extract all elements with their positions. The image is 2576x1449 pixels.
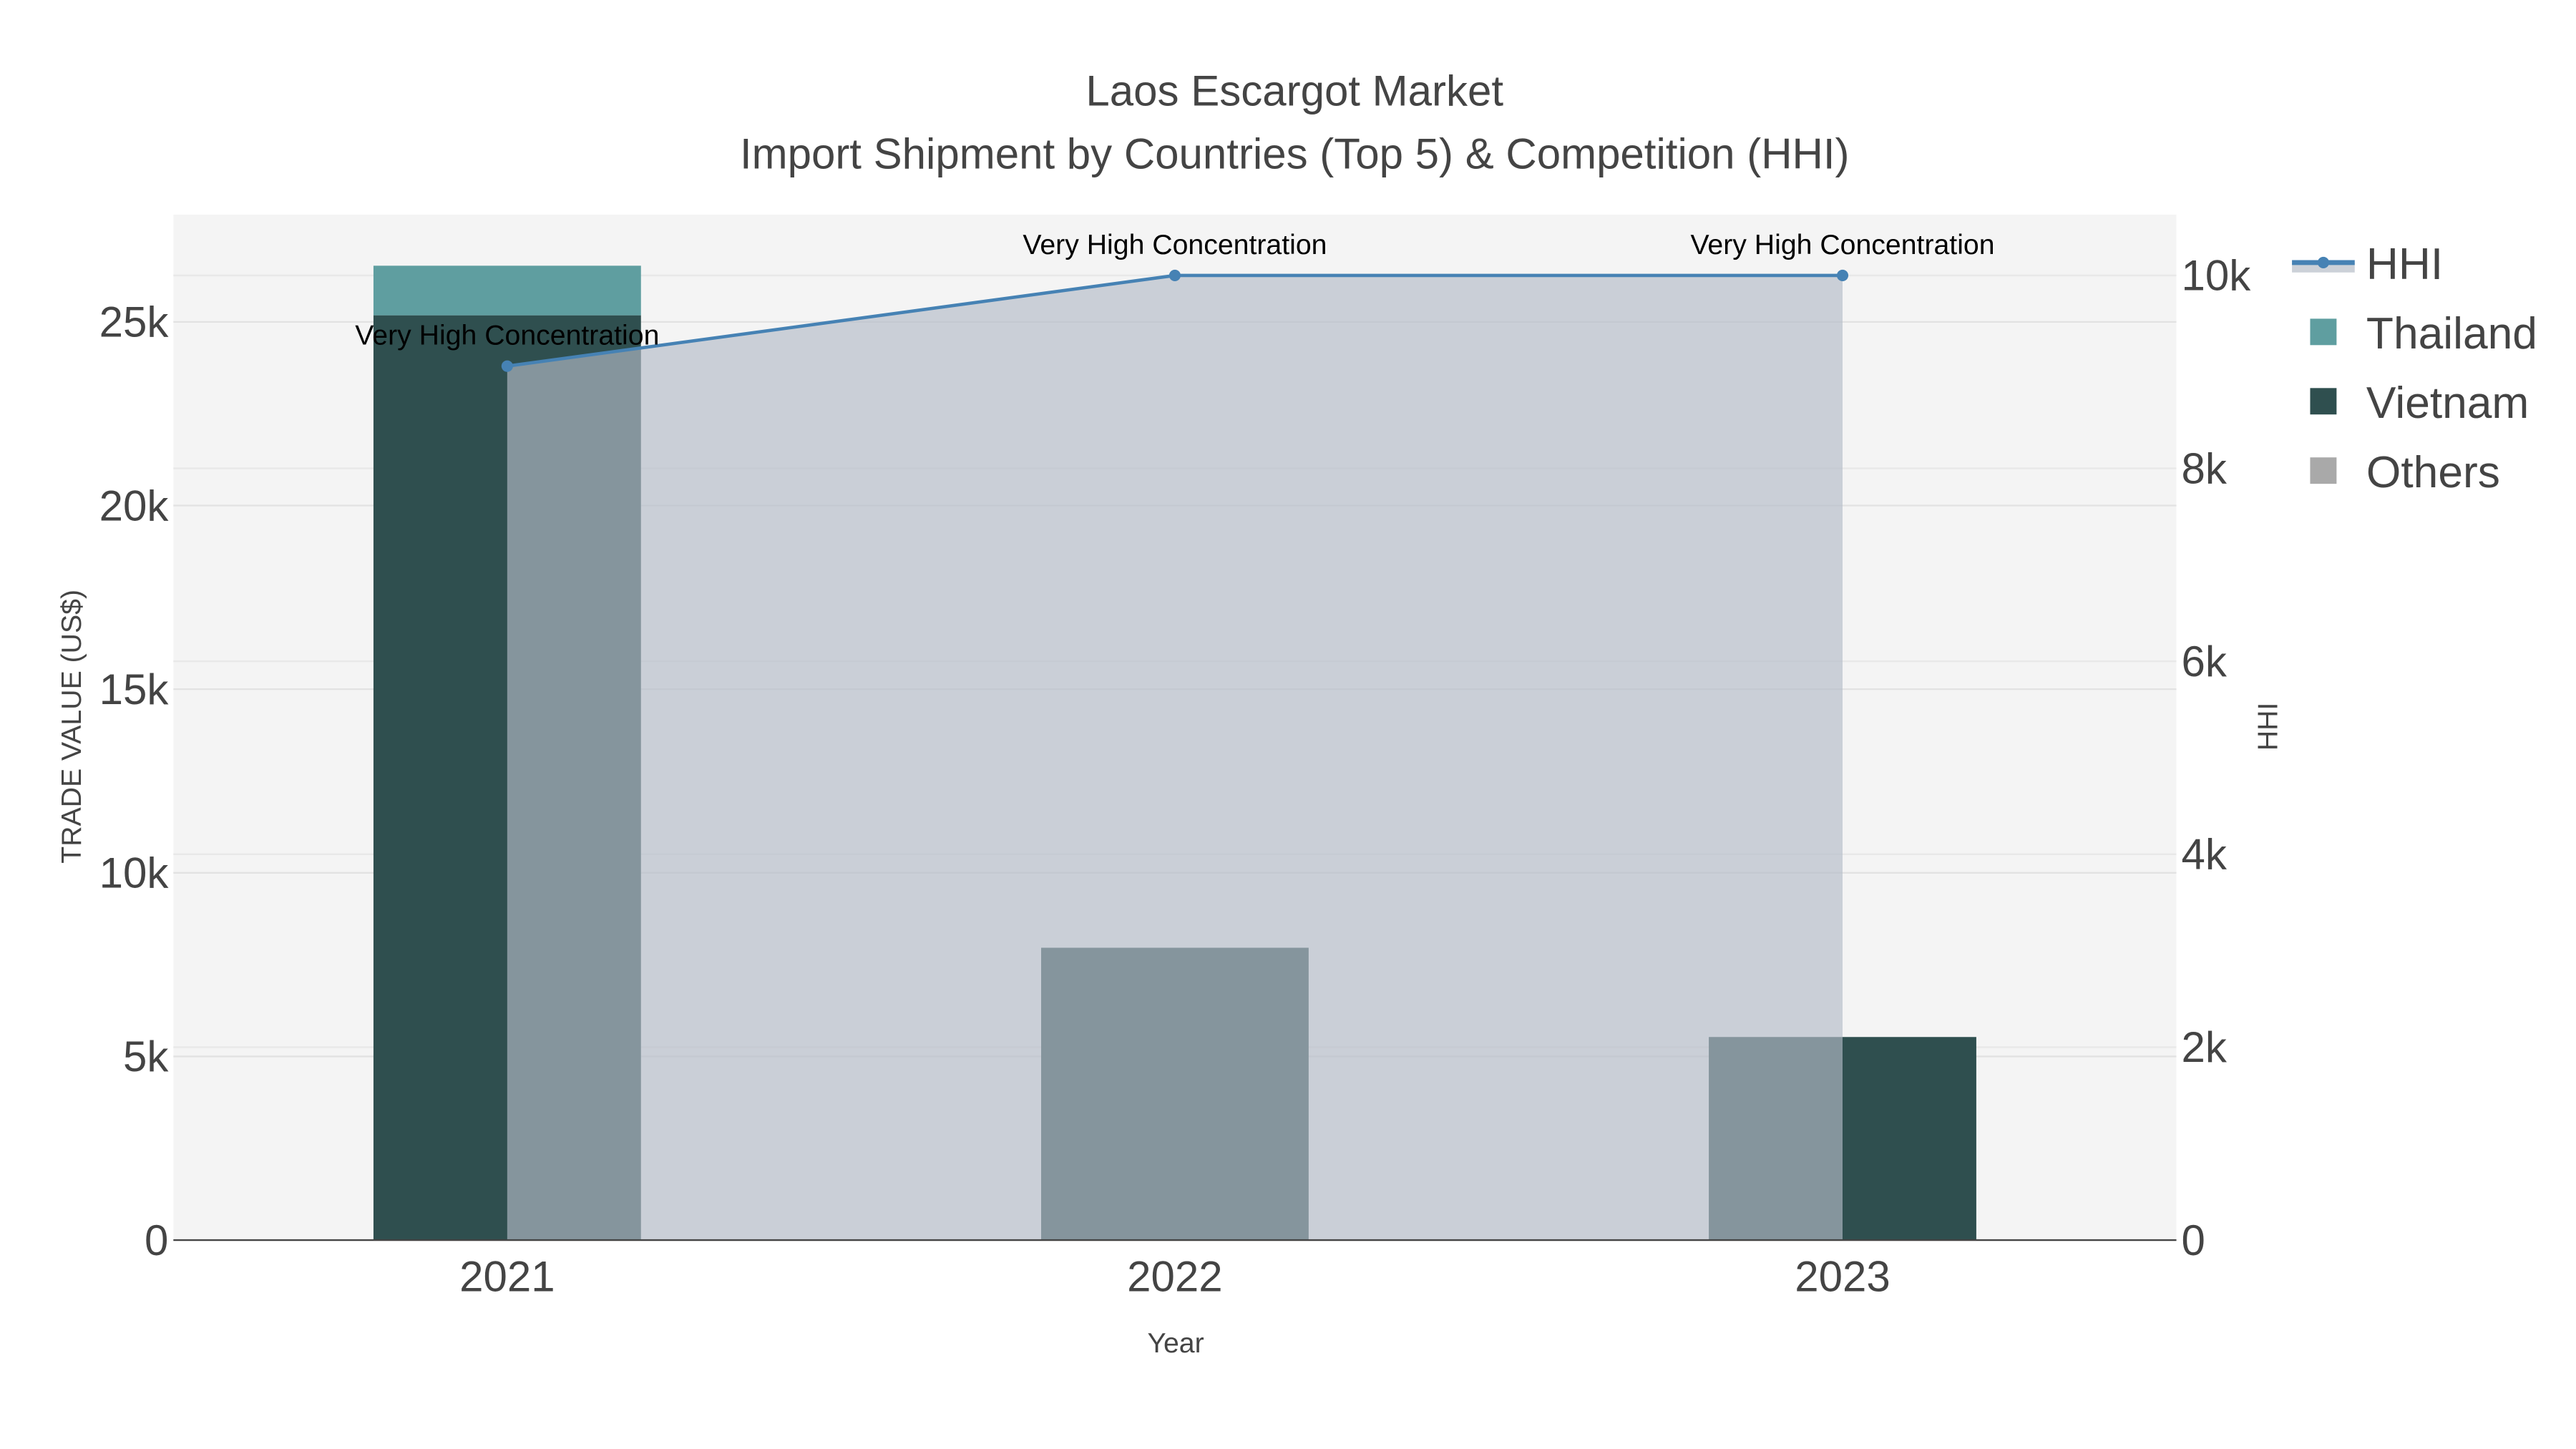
y-axis-label: TRADE VALUE (US$) [56,590,87,864]
y2-tick-label: 0 [2181,1216,2205,1264]
y-tick-label: 5k [123,1033,169,1080]
legend-label-vietnam: Vietnam [2366,379,2529,428]
hhi-point [1836,269,1849,282]
legend-swatch-thailand [2310,318,2337,346]
hhi-point [501,360,513,372]
y-tick-label: 15k [99,665,170,713]
y-tick-label: 0 [145,1216,168,1264]
legend-swatch-others [2310,457,2337,484]
hhi-data-label: Very High Concentration [1690,229,1994,260]
hhi-data-label: Very High Concentration [1023,229,1327,260]
legend-label-hhi: HHI [2366,240,2443,289]
legend-hhi-marker [2317,256,2329,268]
y2-tick-label: 4k [2181,831,2227,879]
bar-thailand [373,265,641,316]
chart-title: Laos Escargot Market [1085,67,1503,115]
hhi-point [1169,269,1181,282]
x-axis-label: Year [1147,1327,1204,1359]
y2-tick-label: 10k [2181,252,2251,300]
x-tick-label: 2023 [1795,1253,1890,1301]
legend-label-others: Others [2366,448,2500,497]
hhi-data-label: Very High Concentration [355,320,659,351]
chart-subtitle: Import Shipment by Countries (Top 5) & C… [740,130,1850,177]
x-tick-label: 2021 [459,1253,555,1301]
x-tick-label: 2022 [1127,1253,1222,1301]
y-tick-label: 25k [99,298,170,346]
y-tick-label: 10k [99,849,170,897]
legend: HHI Thailand Vietnam Others [2292,240,2537,497]
hhi-area [507,275,1843,1241]
legend-label-thailand: Thailand [2366,309,2537,358]
y-tick-label: 20k [99,482,170,530]
y2-axis-label: HHI [2252,703,2283,751]
legend-swatch-vietnam [2310,388,2337,415]
y2-tick-label: 6k [2181,638,2227,686]
y2-tick-label: 2k [2181,1023,2227,1071]
y2-tick-label: 8k [2181,444,2227,492]
